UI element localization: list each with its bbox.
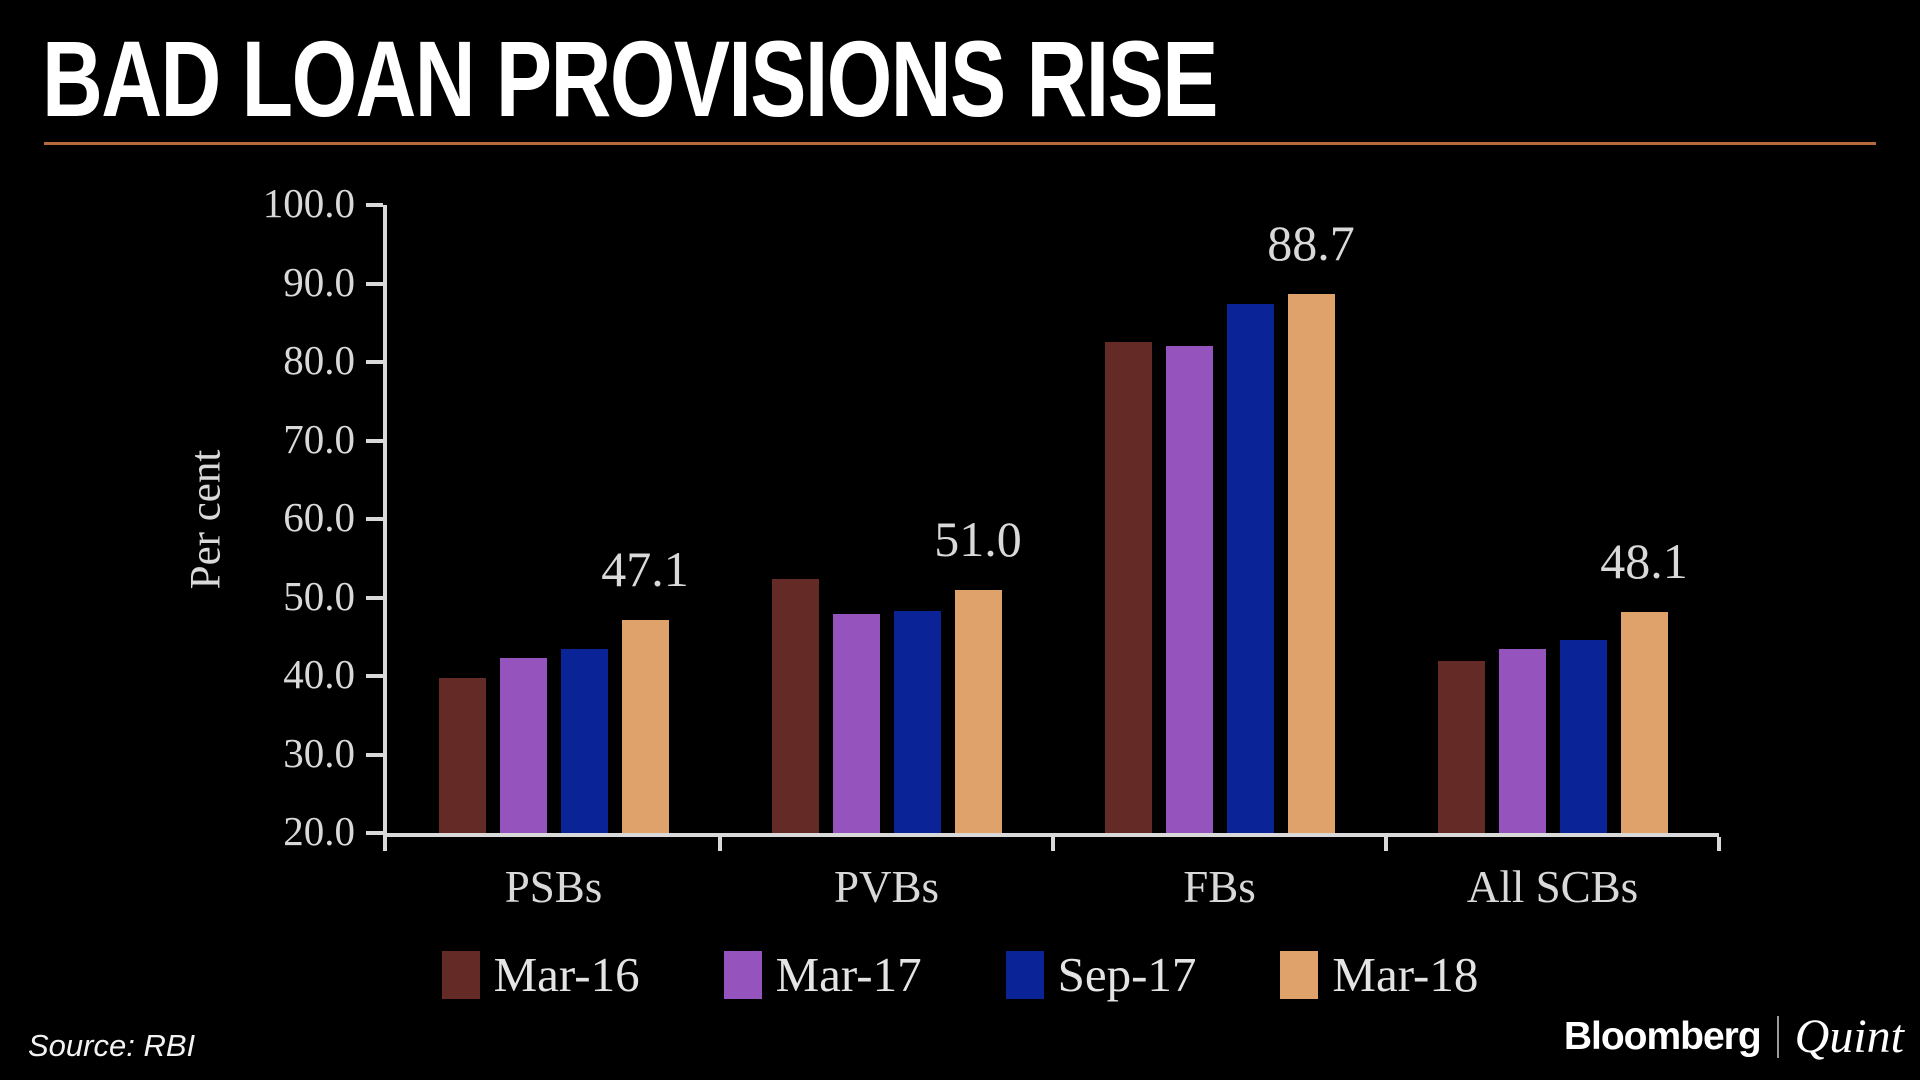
bar-value-label: 47.1 [601,541,689,598]
y-axis-tick [366,752,383,757]
bar-value-label: 88.7 [1267,214,1355,271]
y-axis-title-text: Per cent [182,449,230,589]
legend-label: Sep-17 [1057,947,1197,1002]
quint-logo: Quint [1794,1010,1904,1063]
plot-wrap: 100.0 90.0 80.0 70.0 60.0 50.0 40.0 30.0 20.0 PSB… [263,180,1721,912]
bar-value-label: 51.0 [934,510,1022,567]
bar-Mar-17-PVBs [832,614,880,833]
y-tick-label: 70.0 [283,415,355,462]
y-tick-label: 50.0 [283,572,355,619]
bar-Mar-18-All SCBs [1620,612,1668,833]
y-tick-label: 40.0 [283,651,355,698]
y-tick-label: 80.0 [283,337,355,384]
brand-divider [1776,1015,1779,1058]
x-axis-tick [1717,837,1721,851]
legend-item-Mar-18: Mar-18 [1280,950,1478,999]
y-axis-tick [366,674,383,678]
bloomberg-logo: Bloomberg [1563,1014,1762,1058]
y-axis-title: Per cent [176,205,236,833]
legend-swatch-icon [1005,950,1044,999]
legend-item-Sep-17: Sep-17 [1005,947,1197,1002]
source-text: Source: RBI [28,1028,196,1063]
y-axis-tick [366,517,383,521]
x-axis-tick [1051,837,1055,851]
bar-Mar-16-FBs [1104,342,1152,833]
legend-label: Mar-17 [775,947,922,1002]
y-axis-tick [366,203,383,207]
legend-label: Mar-16 [493,947,640,1002]
y-axis-tick [366,595,383,600]
x-axis-tick [1384,837,1388,851]
chart-title: BAD LOAN PROVISIONS RISE [42,18,1218,139]
bar-Mar-16-PVBs [771,578,819,833]
brand-logo: Bloomberg Quint [1564,1009,1904,1064]
plot-area: 100.0 90.0 80.0 70.0 60.0 50.0 40.0 30.0 20.0 PSB… [263,180,1721,912]
legend-swatch-icon [1280,950,1319,999]
y-axis-tick [366,438,383,443]
y-tick-label: 100.0 [262,180,355,227]
y-tick-label: 20.0 [283,808,355,855]
bar-Sep-17-FBs [1226,303,1274,833]
legend-swatch-icon [723,950,762,999]
y-tick-label: 60.0 [283,494,355,541]
bar-Mar-17-PSBs [499,657,547,833]
legend-swatch-icon [441,950,480,999]
legend-item-Mar-16: Mar-16 [441,947,640,1002]
y-axis-tick [366,831,383,835]
y-tick-label: 30.0 [283,729,355,776]
bar-Mar-17-All SCBs [1498,649,1546,833]
x-category-label: PSBs [504,862,603,912]
bar-Mar-16-PSBs [438,678,486,833]
x-category-label: PVBs [833,862,940,912]
y-axis-tick [366,281,383,286]
x-category-label: FBs [1183,862,1256,912]
bar-Mar-18-FBs [1287,293,1335,833]
x-category-label: All SCBs [1466,862,1639,912]
x-axis-tick [718,837,722,851]
chart-legend: Mar-16 Mar-17 Sep-17 Mar-18 [0,950,1920,999]
x-axis-tick [383,837,387,851]
bar-Mar-18-PVBs [954,589,1002,833]
bar-Mar-16-All SCBs [1437,661,1485,833]
y-axis-tick [366,360,383,364]
bar-Mar-18-PSBs [621,620,669,833]
legend-item-Mar-17: Mar-17 [723,947,922,1002]
bar-value-label: 48.1 [1600,533,1688,590]
bar-Sep-17-PSBs [560,649,608,833]
bar-Mar-17-FBs [1165,345,1213,833]
y-tick-label: 90.0 [283,258,355,305]
legend-label: Mar-18 [1332,947,1479,1002]
title-rule [44,142,1876,145]
bar-Sep-17-PVBs [893,610,941,833]
bar-Sep-17-All SCBs [1559,639,1607,833]
